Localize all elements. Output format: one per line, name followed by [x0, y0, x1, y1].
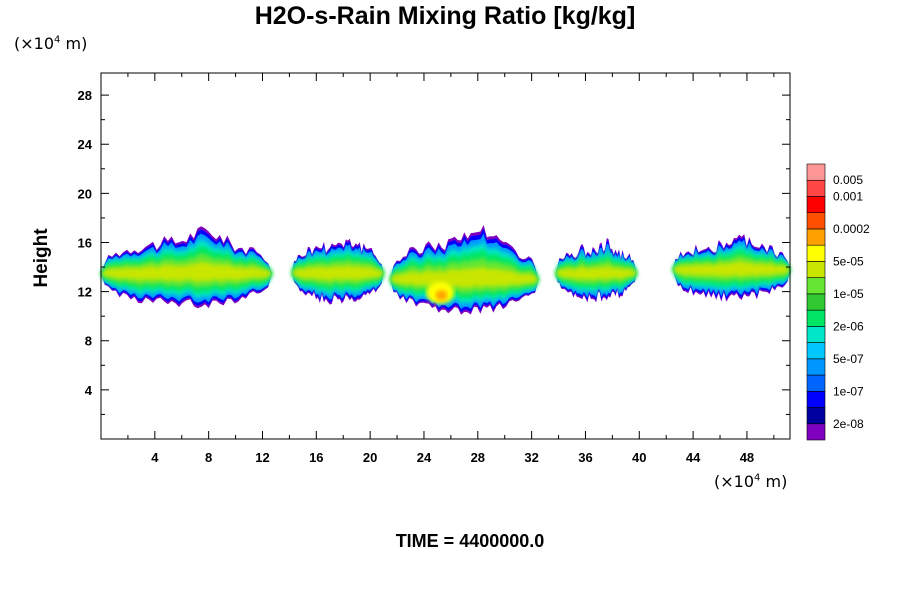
y-tick-label: 8	[85, 334, 92, 349]
y-tick-label: 20	[78, 186, 92, 201]
colorbar-label: 5e-05	[833, 254, 864, 268]
x-tick-label: 8	[205, 450, 212, 465]
rain-contour	[555, 264, 637, 281]
rain-contour	[101, 261, 272, 282]
y-tick-label: 4	[85, 383, 93, 398]
x-tick-label: 32	[524, 450, 538, 465]
colorbar-swatch	[806, 179, 826, 197]
colorbar-swatch	[806, 277, 826, 295]
colorbar-swatch	[806, 407, 826, 425]
x-axis: 4 8 12 16 20 24 28 32 36 40 44 48	[127, 73, 775, 465]
colorbar-swatch	[806, 212, 826, 230]
rain-core-max	[435, 290, 448, 301]
colorbar-label: 2e-08	[833, 417, 864, 431]
x-tick-label: 20	[363, 450, 377, 465]
colorbar-swatch	[806, 390, 826, 408]
colorbar-swatch	[806, 293, 826, 311]
colorbar-label: 0.005	[833, 173, 863, 187]
x-tick-label: 36	[578, 450, 592, 465]
x-tick-label: 16	[309, 450, 323, 465]
rain-field	[101, 225, 790, 315]
colorbar-swatch	[806, 374, 826, 392]
colorbar-label: 1e-07	[833, 384, 864, 398]
colorbar-swatch	[806, 423, 826, 441]
colorbar-swatch	[806, 196, 826, 214]
colorbar-label: 0.0002	[833, 222, 870, 236]
rain-contour	[292, 264, 384, 281]
colorbar-swatch	[806, 228, 826, 246]
x-tick-label: 28	[471, 450, 485, 465]
x-tick-label: 40	[632, 450, 646, 465]
x-tick-label: 12	[255, 450, 269, 465]
rain-contour	[390, 266, 539, 288]
y-axis: 4 8 12 16 20 24 28	[78, 88, 790, 415]
colorbar-swatch	[806, 244, 826, 262]
plot-frame	[100, 72, 791, 440]
x-axis-unit: (×104 m)	[714, 472, 788, 491]
y-tick-label: 24	[78, 137, 93, 152]
rain-contour	[672, 261, 790, 278]
y-tick-label: 16	[78, 235, 92, 250]
colorbar-swatch	[806, 358, 826, 376]
x-tick-label: 4	[151, 450, 159, 465]
colorbar-swatch	[806, 261, 826, 278]
colorbar-swatch	[806, 326, 826, 343]
colorbar-swatch	[806, 163, 826, 181]
x-tick-label: 24	[417, 450, 432, 465]
chart-title: H2O-s-Rain Mixing Ratio [kg/kg]	[254, 2, 636, 30]
y-tick-label: 28	[78, 88, 92, 103]
colorbar-label: 0.001	[833, 189, 863, 203]
colorbar-label: 2e-06	[833, 319, 864, 333]
y-tick-label: 12	[78, 285, 92, 300]
colorbar: 2e-08 1e-07 5e-07 2e-06 1e-05 5e-05 0.0002 0.00…	[806, 163, 870, 441]
x-tick-label: 44	[686, 450, 701, 465]
colorbar-label: 5e-07	[833, 352, 864, 366]
colorbar-swatch	[806, 342, 826, 360]
y-axis-unit: (×104 m)	[14, 34, 88, 53]
colorbar-label: 1e-05	[833, 287, 864, 301]
colorbar-swatch	[806, 309, 826, 327]
time-label: TIME = 4400000.0	[395, 531, 545, 551]
x-tick-label: 48	[740, 450, 754, 465]
